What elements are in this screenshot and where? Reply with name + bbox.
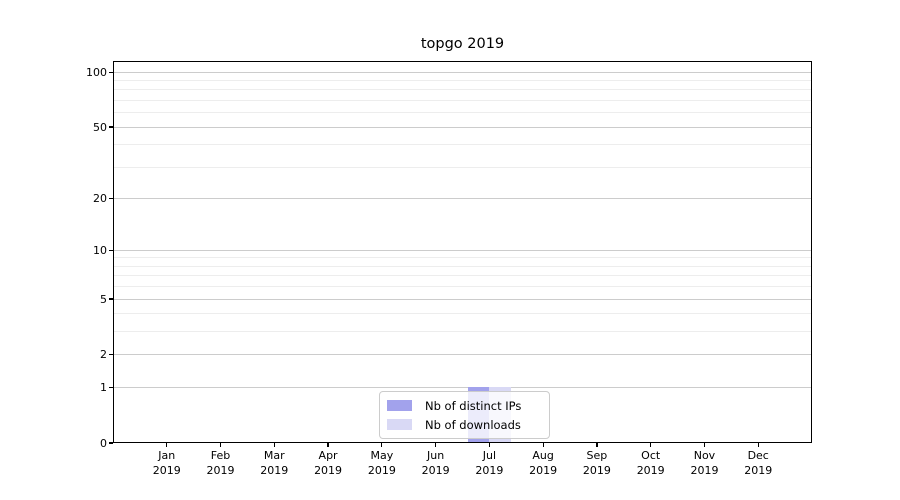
x-tick-month: Oct — [641, 449, 661, 462]
x-tick — [435, 443, 437, 447]
gridline-minor — [113, 166, 812, 168]
y-tick — [108, 298, 113, 300]
y-tick — [108, 71, 113, 73]
gridline-minor — [113, 80, 812, 81]
x-tick — [650, 443, 652, 447]
legend-swatch-distinct-ips — [387, 400, 412, 411]
gridline-minor — [113, 112, 812, 114]
legend-item-distinct-ips: Nb of distinct IPs — [387, 397, 542, 414]
x-tick-year: 2019 — [475, 464, 504, 477]
gridline-minor — [113, 275, 812, 277]
x-tick-label: Feb 2019 — [189, 448, 253, 478]
legend-label-distinct-ips: Nb of distinct IPs — [425, 398, 522, 413]
x-tick — [757, 443, 759, 447]
x-tick-label: Oct 2019 — [619, 448, 683, 478]
x-tick-label: Mar 2019 — [242, 448, 306, 478]
x-tick-label: Jul 2019 — [457, 448, 521, 478]
x-tick-year: 2019 — [529, 464, 558, 477]
x-tick-year: 2019 — [206, 464, 235, 477]
gridline-minor — [113, 265, 812, 267]
y-tick-label: 20 — [93, 191, 107, 205]
gridline-minor — [113, 144, 812, 146]
gridline-minor — [113, 313, 812, 315]
legend-label-downloads: Nb of downloads — [425, 417, 521, 432]
x-tick-year: 2019 — [690, 464, 719, 477]
x-tick-label: Apr 2019 — [296, 448, 360, 478]
gridline-minor — [113, 99, 812, 101]
x-tick — [327, 443, 329, 447]
legend-swatch-downloads — [387, 419, 412, 430]
x-tick-month: Jan — [158, 449, 176, 462]
chart-title: topgo 2019 — [420, 36, 505, 52]
x-tick-year: 2019 — [367, 464, 396, 477]
y-tick — [108, 126, 113, 128]
x-tick-month: Jun — [427, 449, 445, 462]
x-tick-label: Jun 2019 — [404, 448, 468, 478]
gridline-minor — [113, 89, 812, 91]
x-tick — [542, 443, 544, 447]
x-tick-year: 2019 — [152, 464, 181, 477]
y-tick-label: 5 — [100, 292, 107, 306]
x-tick — [219, 443, 222, 447]
x-tick-label: May 2019 — [350, 448, 414, 478]
x-tick-label: Sep 2019 — [565, 448, 629, 478]
x-tick-month: Feb — [210, 449, 231, 462]
x-tick-label: Dec 2019 — [726, 448, 790, 478]
y-tick-label: 1 — [100, 380, 107, 394]
gridline-major — [113, 298, 812, 300]
x-tick-month: Dec — [747, 449, 769, 462]
x-tick-year: 2019 — [314, 464, 343, 477]
x-tick-label: Nov 2019 — [672, 448, 736, 478]
x-tick-label: Aug 2019 — [511, 448, 575, 478]
y-tick-label: 50 — [93, 120, 107, 134]
x-tick-month: Nov — [693, 449, 716, 462]
y-tick — [108, 386, 113, 388]
x-tick-year: 2019 — [260, 464, 289, 477]
gridline-major — [113, 197, 812, 199]
x-tick-month: Apr — [318, 449, 338, 462]
x-tick-month: May — [370, 449, 394, 462]
x-tick-year: 2019 — [582, 464, 611, 477]
x-tick-year: 2019 — [421, 464, 450, 477]
y-tick-label: 10 — [93, 243, 107, 257]
gridline-minor — [113, 286, 812, 288]
x-tick — [166, 443, 168, 447]
x-tick-year: 2019 — [636, 464, 665, 477]
gridline-major — [113, 71, 812, 73]
gridline-major — [113, 354, 812, 356]
x-tick-year: 2019 — [744, 464, 773, 477]
gridline-major — [113, 249, 812, 251]
y-tick — [108, 249, 113, 251]
gridline-major — [113, 126, 812, 128]
legend-item-downloads: Nb of downloads — [387, 416, 542, 433]
x-tick — [596, 443, 598, 447]
y-tick — [108, 354, 113, 356]
x-tick-month: Jul — [482, 449, 497, 462]
y-tick-label: 0 — [100, 436, 107, 450]
x-tick — [273, 443, 275, 447]
legend: Nb of distinct IPs Nb of downloads — [379, 391, 550, 439]
gridline-minor — [113, 257, 812, 259]
gridline-major — [113, 386, 812, 388]
x-tick — [703, 443, 706, 447]
y-tick — [108, 197, 113, 199]
x-tick-month: Sep — [586, 449, 608, 462]
x-tick — [488, 443, 490, 447]
x-tick — [381, 443, 383, 447]
gridline-minor — [113, 331, 812, 333]
x-tick-month: Aug — [532, 449, 554, 462]
plot-frame — [113, 61, 812, 443]
y-tick — [108, 442, 113, 444]
x-tick-month: Mar — [263, 449, 285, 462]
y-tick-label: 2 — [100, 348, 107, 362]
x-tick-label: Jan 2019 — [135, 448, 199, 478]
y-tick-label: 100 — [86, 65, 107, 79]
